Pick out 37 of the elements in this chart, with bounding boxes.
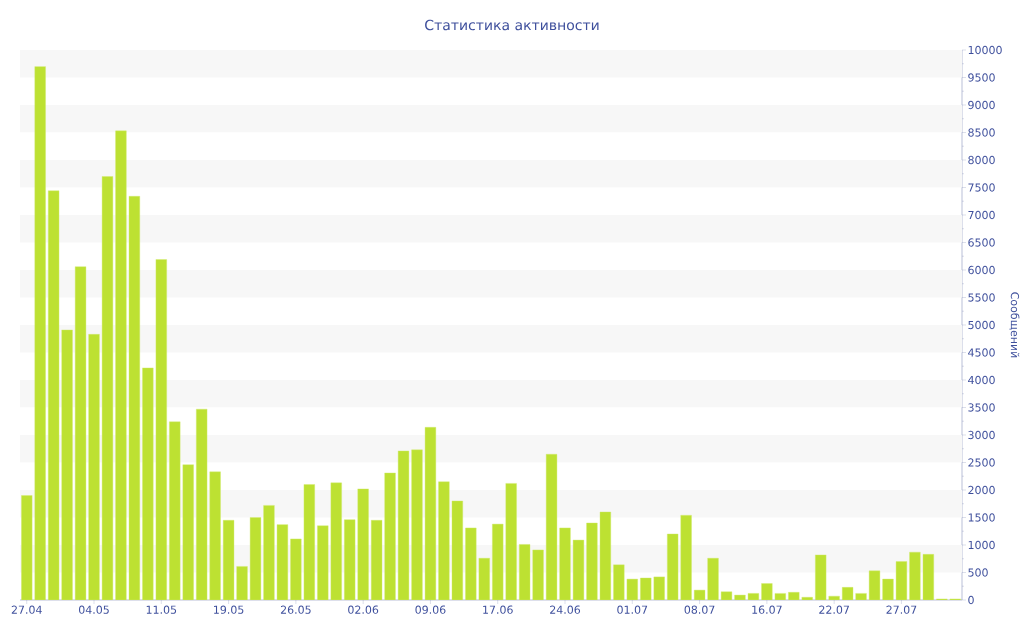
y-tick-label: 7000	[968, 210, 995, 220]
y-tick-label: 8000	[968, 155, 995, 165]
x-tick-label: 16.07	[752, 605, 782, 614]
y-tick-label: 3500	[968, 403, 995, 412]
y-tick-label: 2000	[968, 485, 995, 495]
x-tick-label: 19.05	[214, 605, 244, 614]
y-tick-label: 6000	[968, 265, 995, 275]
y-tick-label: 2500	[968, 458, 995, 467]
y-tick-label: 4500	[968, 348, 995, 357]
chart-title: Статистика активности	[425, 19, 599, 31]
y-tick-label: 1000	[968, 540, 995, 550]
y-tick-label: 5000	[968, 320, 995, 330]
x-tick-label: 27.04	[11, 605, 42, 614]
y-tick-label: 3000	[968, 430, 995, 440]
x-tick-label: 26.05	[280, 605, 311, 614]
y-axis-title: Сообщений	[1009, 292, 1020, 358]
x-tick-label: 01.07	[617, 605, 648, 614]
y-tick-label: 1500	[968, 513, 995, 522]
y-tick-label: 9500	[968, 73, 995, 82]
y-tick-label: 8500	[968, 128, 995, 137]
y-tick-label: 500	[968, 568, 988, 577]
x-tick-label: 24.06	[550, 605, 581, 614]
x-tick-label: 27.07	[886, 605, 917, 614]
y-tick-label: 4000	[968, 375, 995, 385]
x-tick-label: 02.06	[348, 605, 379, 614]
x-tick-label: 11.05	[146, 605, 177, 614]
y-tick-label: 5500	[968, 293, 995, 302]
x-tick-label: 04.05	[78, 605, 109, 614]
y-tick-label: 9000	[968, 100, 995, 110]
y-tick-label: 7500	[968, 183, 995, 192]
y-tick-label: 10000	[968, 45, 1002, 55]
x-tick-label: 17.06	[483, 605, 513, 614]
x-tick-label: 08.07	[684, 605, 715, 614]
x-tick-label: 22.07	[819, 605, 849, 614]
y-tick-label: 0	[968, 595, 974, 605]
y-tick-label: 6500	[968, 238, 995, 247]
x-tick-label: 09.06	[415, 605, 446, 614]
